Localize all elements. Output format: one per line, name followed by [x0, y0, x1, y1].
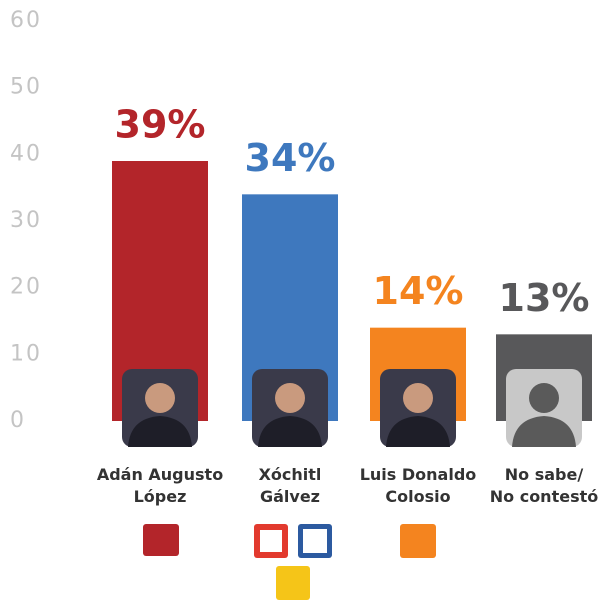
value-label: 13%	[499, 276, 590, 320]
photo	[122, 369, 198, 447]
photo	[252, 369, 328, 447]
value-label: 14%	[373, 269, 464, 313]
photo	[380, 369, 456, 447]
y-tick-label: 40	[10, 141, 42, 166]
y-tick-label: 0	[10, 408, 26, 433]
x-tick-label: Luis Donaldo Colosio	[359, 465, 477, 506]
party-logos	[143, 524, 436, 600]
party-logo-inner	[303, 529, 327, 553]
photo-head	[145, 383, 175, 413]
value-label: 34%	[245, 136, 336, 180]
photo-head	[275, 383, 305, 413]
photo-body	[128, 416, 192, 447]
x-tick-label: Xóchitl Gálvez	[258, 465, 322, 506]
photo-head	[403, 383, 433, 413]
party-logo	[276, 566, 310, 600]
y-tick-label: 10	[10, 341, 42, 366]
party-logo	[400, 524, 436, 558]
photo-body	[512, 416, 576, 447]
photo	[506, 369, 582, 447]
y-tick-label: 60	[10, 8, 42, 33]
y-tick-label: 30	[10, 208, 42, 233]
value-label: 39%	[115, 103, 206, 147]
y-tick-label: 20	[10, 275, 42, 300]
photo-body	[386, 416, 450, 447]
x-tick-label: No sabe/ No contestó	[489, 465, 599, 506]
party-logo-inner	[260, 530, 282, 552]
y-tick-label: 50	[10, 75, 42, 100]
x-tick-label: Adán Augusto López	[96, 465, 224, 506]
photo-body	[258, 416, 322, 447]
photo-head	[529, 383, 559, 413]
party-logo	[143, 524, 179, 556]
